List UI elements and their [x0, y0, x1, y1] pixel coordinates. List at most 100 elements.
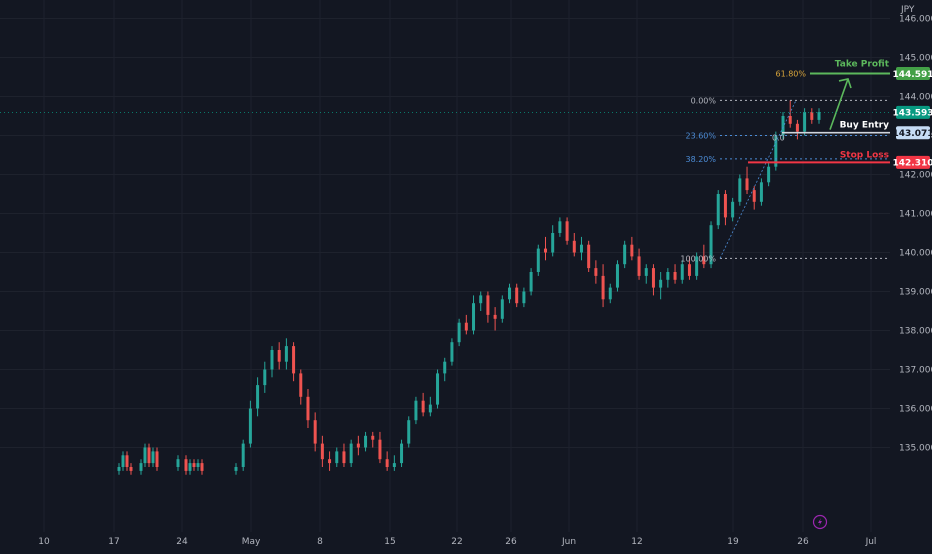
candle-body [249, 409, 252, 444]
fib-level-label: 38.20% [685, 155, 716, 164]
candle-body [201, 463, 204, 471]
candle-body [122, 455, 125, 467]
candle-body [767, 167, 770, 183]
candle-body [810, 112, 813, 120]
candle-body [652, 268, 655, 288]
candle-body [350, 444, 353, 464]
candle-body [328, 459, 331, 463]
candle-body [292, 346, 295, 373]
candle-body [450, 342, 453, 362]
candle-body [551, 233, 554, 253]
candle-body [357, 444, 360, 448]
price-tick-label: 146.000 [899, 15, 932, 25]
candle-body [436, 373, 439, 404]
price-tag-label: 143.071 [893, 129, 932, 139]
candle-body [753, 190, 756, 202]
date-tick-label: 10 [38, 537, 50, 547]
candle-body [609, 288, 612, 300]
candle-body [630, 245, 633, 257]
candle-body [717, 194, 720, 225]
fib-label-61-8: 61.80% [775, 69, 806, 78]
fib-level-label: 23.60% [685, 132, 716, 141]
price-tick-label: 144.000 [899, 93, 932, 103]
candle-body [140, 463, 143, 471]
date-tick-label: 15 [384, 537, 395, 547]
candle-body [544, 249, 547, 253]
candle-body [407, 420, 410, 443]
candle-body [558, 221, 561, 233]
candle-body [746, 178, 749, 190]
date-tick-label: 8 [317, 537, 323, 547]
currency-label: JPY [900, 5, 915, 15]
stop-loss-label: Stop Loss [840, 150, 889, 160]
price-tag-label: 142.310 [893, 159, 932, 169]
candle-body [616, 264, 619, 287]
candle-body [278, 350, 281, 362]
price-tick-label: 135.000 [899, 444, 932, 454]
candle-body [508, 288, 511, 300]
candle-body [321, 444, 324, 460]
candle-body [731, 202, 734, 218]
candle-body [314, 420, 317, 443]
candle-body [144, 448, 147, 464]
candle-body [566, 221, 569, 241]
candle-body [724, 194, 727, 217]
candle-body [659, 280, 662, 288]
buy-entry-label: Buy Entry [840, 121, 890, 131]
candle-body [645, 268, 648, 276]
price-tick-label: 139.000 [899, 288, 932, 298]
price-tick-label: 141.000 [899, 210, 932, 220]
candle-body [515, 288, 518, 304]
price-tick-label: 136.000 [899, 405, 932, 415]
candle-body [335, 451, 338, 463]
candle-body [242, 444, 245, 467]
price-tag-label: 143.593 [893, 109, 932, 119]
date-tick-label: 12 [631, 537, 642, 547]
candle-body [429, 405, 432, 413]
candle-body [263, 370, 266, 386]
candle-body [602, 276, 605, 299]
candle-body [522, 292, 525, 304]
candle-body [193, 463, 196, 467]
take-profit-label: Take Profit [835, 59, 890, 69]
candle-body [587, 245, 590, 268]
candle-body [386, 459, 389, 467]
candle-body [256, 385, 259, 408]
candle-body [177, 459, 180, 467]
candle-body [299, 373, 302, 396]
candle-body [674, 272, 677, 280]
candle-body [364, 436, 367, 448]
candle-body [472, 303, 475, 330]
candle-body [638, 256, 641, 276]
candle-body [270, 350, 273, 370]
fib-level-label: 0.00% [691, 96, 717, 105]
date-tick-label: May [242, 537, 261, 547]
candle-body [818, 112, 821, 120]
date-tick-label: 26 [505, 537, 517, 547]
candle-body [486, 295, 489, 315]
candle-body [623, 245, 626, 265]
candle-body [681, 264, 684, 280]
candle-body [378, 440, 381, 460]
fib-level-label: 100.00% [680, 254, 716, 263]
candle-body [342, 451, 345, 463]
candle-body [789, 116, 792, 124]
price-tick-label: 140.000 [899, 249, 932, 259]
date-tick-label: 19 [727, 537, 739, 547]
price-tick-label: 142.000 [899, 171, 932, 181]
candle-body [118, 467, 121, 471]
candle-body [393, 463, 396, 467]
candle-body [197, 463, 200, 467]
candle-body [573, 241, 576, 253]
candle-body [235, 467, 238, 471]
date-tick-label: Jul [865, 537, 877, 547]
candle-body [126, 455, 129, 467]
price-tick-label: 138.000 [899, 327, 932, 337]
candle-body [422, 401, 425, 413]
candle-body [666, 272, 669, 280]
date-tick-label: 24 [176, 537, 188, 547]
candle-body [479, 295, 482, 303]
candle-body [400, 444, 403, 464]
